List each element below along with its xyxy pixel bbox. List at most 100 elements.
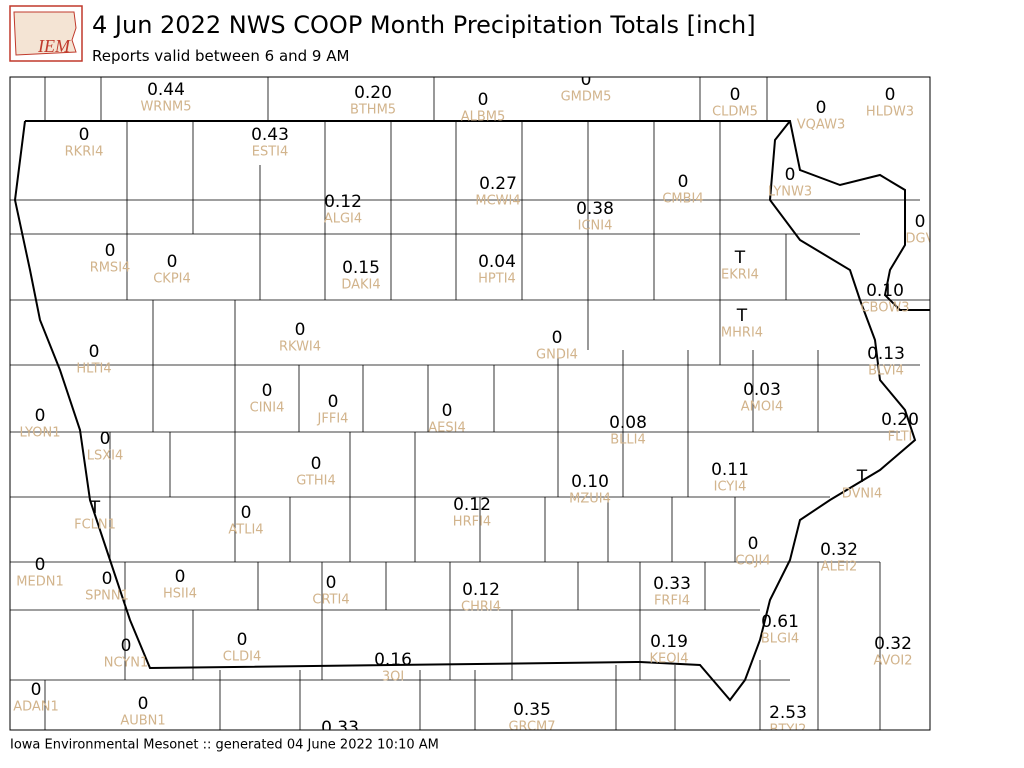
station-id: LSXI4 <box>87 449 124 464</box>
subtitle: Reports valid between 6 and 9 AM <box>92 47 349 65</box>
station-id: CRTI4 <box>312 593 349 608</box>
station-value: 0.03 <box>743 380 781 400</box>
station-value: 0 <box>102 569 113 589</box>
station-value: 0.27 <box>479 174 517 194</box>
station-value: 0.16 <box>374 650 412 670</box>
station-id: RMSI4 <box>90 261 131 276</box>
station-id: ALBM5 <box>461 110 506 125</box>
station-value: 0.35 <box>513 700 551 720</box>
station-value: 0 <box>915 212 926 232</box>
station-value: 0.61 <box>761 612 799 632</box>
station-value: 0 <box>885 85 896 105</box>
station-value: 0 <box>89 342 100 362</box>
station-value: 0 <box>442 401 453 421</box>
station-id: GMDM5 <box>561 90 612 105</box>
station-value: 0.13 <box>867 344 905 364</box>
station-id: RKRI4 <box>65 145 104 160</box>
station-id: DGV <box>906 232 935 247</box>
station-id: HPTI4 <box>478 272 516 287</box>
station-value: 0.15 <box>342 258 380 278</box>
station-id: MEDN1 <box>16 575 63 590</box>
station-value: 0.10 <box>571 472 609 492</box>
station-value: 0.43 <box>251 125 289 145</box>
station-value: 0.32 <box>820 540 858 560</box>
station-id: DVNI4 <box>842 487 883 502</box>
station-value: 0 <box>785 165 796 185</box>
state-border <box>13 120 930 702</box>
station-value: 0 <box>328 392 339 412</box>
station-id: CLDI4 <box>223 650 261 665</box>
station-id: ADAN1 <box>13 700 59 715</box>
station-id: ICNI4 <box>578 219 613 234</box>
station-id: DAKI4 <box>341 278 380 293</box>
station-id: BTYI2 <box>770 723 807 738</box>
station-value: T <box>736 306 748 326</box>
station-id: GNDI4 <box>536 348 578 363</box>
station-id: MCWI4 <box>475 194 520 209</box>
station-value: T <box>856 467 868 487</box>
station-id: AMOI4 <box>741 400 783 415</box>
station-value: 2.53 <box>769 703 807 723</box>
map-frame <box>9 76 931 731</box>
station-value: 0 <box>121 636 132 656</box>
station-id: GTHI4 <box>296 474 335 489</box>
station-value: 0 <box>79 125 90 145</box>
station-id: BTHM5 <box>350 103 396 118</box>
station-value: 0 <box>167 252 178 272</box>
station-id: EKRI4 <box>721 268 759 283</box>
logo: IEM <box>9 5 83 62</box>
station-id: CMBI4 <box>662 192 703 207</box>
station-value: 0 <box>35 406 46 426</box>
station-value: 0 <box>175 567 186 587</box>
station-id: AUBN1 <box>120 714 165 729</box>
station-id: GRCM7 <box>508 720 555 735</box>
station-id: KEOI4 <box>649 652 688 667</box>
station-value: 0 <box>138 694 149 714</box>
station-value: 0.19 <box>650 632 688 652</box>
station-value: 0 <box>748 534 759 554</box>
station-id: HLDW3 <box>866 105 914 120</box>
station-value: 0 <box>100 429 111 449</box>
station-id: ICYI4 <box>714 480 747 495</box>
station-value: 0 <box>295 320 306 340</box>
station-value: 0 <box>105 241 116 261</box>
station-value: 0.32 <box>874 634 912 654</box>
station-value: 0.38 <box>576 199 614 219</box>
station-value: 0 <box>478 90 489 110</box>
station-id: LYNW3 <box>768 185 812 200</box>
station-value: 0 <box>581 70 592 90</box>
station-id: LYON1 <box>20 426 61 441</box>
station-id: BLLI4 <box>610 433 646 448</box>
station-value: 0.44 <box>147 80 185 100</box>
station-value: 0 <box>35 555 46 575</box>
station-id: HSII4 <box>163 587 197 602</box>
station-id: CBOW3 <box>860 301 909 316</box>
station-value: 0 <box>241 503 252 523</box>
station-id: ALEI2 <box>821 560 857 575</box>
station-value: 0.12 <box>453 495 491 515</box>
station-id: SPNN1 <box>85 589 129 604</box>
station-value: 0 <box>311 454 322 474</box>
station-id: FLTI <box>888 430 913 445</box>
station-id: CKPI4 <box>153 272 191 287</box>
station-value: 0.20 <box>354 83 392 103</box>
station-value: T <box>89 498 101 518</box>
station-value: 0 <box>678 172 689 192</box>
station-value: 0.12 <box>462 580 500 600</box>
station-id: ESTI4 <box>252 145 289 160</box>
station-id: CLDM5 <box>712 105 758 120</box>
station-value: 0 <box>816 98 827 118</box>
station-value: 0 <box>237 630 248 650</box>
station-id: FRFI4 <box>654 594 690 609</box>
station-value: 0 <box>262 381 273 401</box>
station-id: MZUI4 <box>569 492 611 507</box>
station-value: 0 <box>552 328 563 348</box>
station-id: 3OI <box>382 670 404 685</box>
station-id: ALGI4 <box>324 212 362 227</box>
station-value: 0.12 <box>324 192 362 212</box>
station-id: NCYN1 <box>104 656 149 671</box>
station-id: HLTI4 <box>76 362 111 377</box>
station-id: BLGI4 <box>761 632 799 647</box>
